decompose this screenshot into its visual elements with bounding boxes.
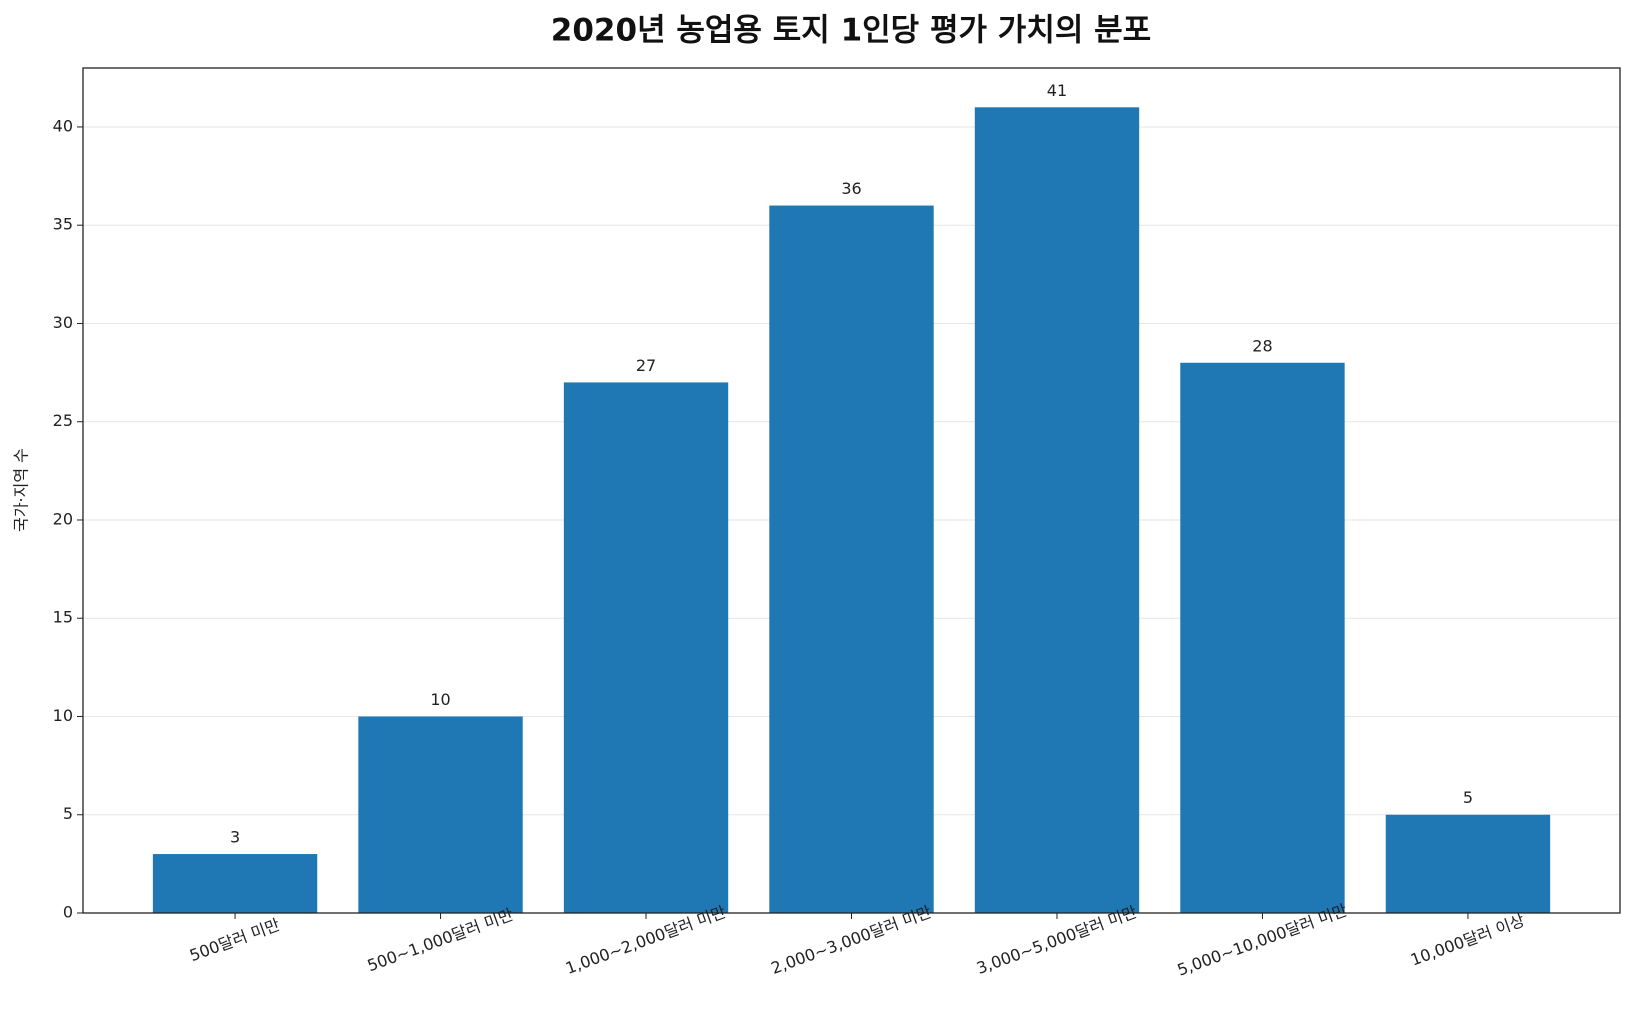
y-tick-label: 15 bbox=[53, 608, 73, 627]
bar bbox=[152, 854, 318, 913]
data-label: 10 bbox=[430, 690, 450, 709]
y-axis-label: 국가·지역 수 bbox=[12, 448, 31, 532]
y-tick-label: 10 bbox=[53, 706, 73, 725]
y-tick-label: 0 bbox=[63, 903, 73, 922]
chart-title: 2020년 농업용 토지 1인당 평가 가치의 분포 bbox=[551, 13, 1151, 49]
data-label: 41 bbox=[1047, 81, 1067, 100]
y-tick-label: 5 bbox=[63, 804, 73, 823]
data-label: 3 bbox=[230, 828, 240, 847]
y-tick-label: 30 bbox=[53, 313, 73, 332]
bar bbox=[358, 716, 523, 913]
plot-frame bbox=[82, 67, 1621, 914]
y-tick-label: 20 bbox=[53, 509, 73, 528]
y-tick-label: 40 bbox=[53, 116, 73, 135]
data-label: 5 bbox=[1463, 788, 1473, 807]
x-tick-label: 500달러 미만 bbox=[187, 915, 283, 965]
y-tick-label: 35 bbox=[53, 215, 73, 234]
x-tick-label: 10,000달러 이상 bbox=[1408, 911, 1527, 970]
bar bbox=[974, 107, 1140, 914]
y-tick-label: 25 bbox=[53, 411, 73, 430]
data-label: 36 bbox=[841, 179, 861, 198]
bar bbox=[1180, 362, 1345, 913]
bar bbox=[769, 205, 934, 914]
bar bbox=[563, 382, 729, 914]
bar bbox=[1385, 814, 1551, 913]
data-label: 27 bbox=[636, 356, 656, 375]
data-label: 28 bbox=[1252, 336, 1272, 355]
